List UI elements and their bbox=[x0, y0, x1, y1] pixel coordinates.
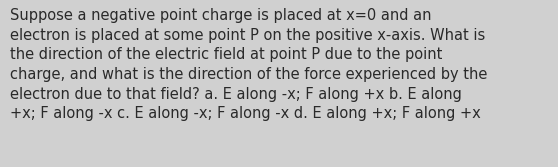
Text: Suppose a negative point charge is placed at x=0 and an
electron is placed at so: Suppose a negative point charge is place… bbox=[10, 8, 488, 121]
